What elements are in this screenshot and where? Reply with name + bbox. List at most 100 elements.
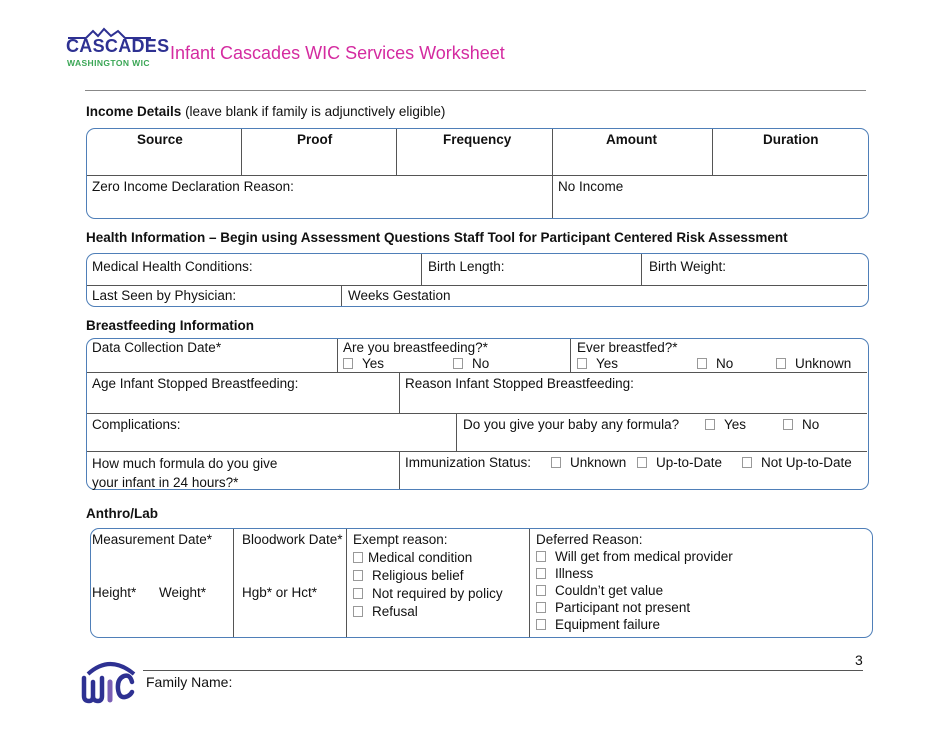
deferred-illness[interactable]: Illness	[536, 566, 593, 582]
checkbox-icon[interactable]	[637, 457, 647, 468]
ever-breastfed-label: Ever breastfed?*	[577, 340, 678, 355]
wic-logo	[80, 660, 138, 704]
ever-yes[interactable]: Yes	[577, 356, 618, 372]
checkbox-icon[interactable]	[536, 585, 546, 596]
header-divider	[85, 90, 866, 91]
col-frequency: Frequency	[443, 132, 512, 147]
weeks-gestation-label: Weeks Gestation	[348, 288, 451, 303]
checkbox-icon[interactable]	[705, 419, 715, 430]
option-label: No	[716, 356, 734, 371]
zero-income-label: Zero Income Declaration Reason:	[92, 179, 294, 194]
page-title: Infant Cascades WIC Services Worksheet	[170, 43, 505, 63]
exempt-medical[interactable]: Medical condition	[353, 550, 472, 566]
exempt-not-required[interactable]: Not required by policy	[353, 586, 503, 602]
wic-logo-icon	[81, 662, 136, 704]
hgb-hct-label: Hgb* or Hct*	[242, 585, 318, 600]
are-you-breastfeeding-label: Are you breastfeeding?*	[343, 340, 488, 355]
measurement-date-label: Measurement Date*	[92, 532, 213, 547]
col-duration: Duration	[763, 132, 819, 147]
health-heading: Health Information – Begin using Assessm…	[86, 230, 788, 245]
physician-label: Last Seen by Physician:	[92, 288, 237, 303]
checkbox-icon[interactable]	[353, 570, 363, 581]
reason-stopped-label: Reason Infant Stopped Breastfeeding:	[405, 376, 634, 391]
mountain-icon	[68, 27, 151, 39]
option-label: Up-to-Date	[656, 455, 723, 470]
deferred-equipment-failure[interactable]: Equipment failure	[536, 617, 660, 633]
height-label: Height*	[92, 585, 137, 600]
checkbox-icon[interactable]	[536, 551, 546, 562]
checkbox-icon[interactable]	[551, 457, 561, 468]
checkbox-icon[interactable]	[343, 358, 353, 369]
label-line: your infant in 24 hours?*	[92, 475, 239, 490]
formula-question-text: Do you give your baby any formula?	[463, 417, 680, 432]
exempt-religious[interactable]: Religious belief	[353, 568, 464, 584]
checkbox-icon[interactable]	[536, 568, 546, 579]
option-label: Not Up-to-Date	[761, 455, 852, 470]
health-table: Medical Health Conditions: Birth Length:…	[86, 253, 869, 307]
option-label: Yes	[596, 356, 619, 371]
birth-length-label: Birth Length:	[428, 259, 505, 274]
checkbox-icon[interactable]	[536, 602, 546, 613]
option-label: Medical condition	[368, 550, 473, 565]
income-heading-note: (leave blank if family is adjunctively e…	[185, 104, 446, 119]
option-label: Participant not present	[555, 600, 691, 615]
bloodwork-date-label: Bloodwork Date*	[242, 532, 343, 547]
option-label: No	[472, 356, 490, 371]
checkbox-icon[interactable]	[783, 419, 793, 430]
family-name-line	[143, 670, 863, 671]
ever-unknown[interactable]: Unknown	[776, 356, 851, 372]
formula-no[interactable]: No	[783, 417, 819, 433]
income-heading-title: Income Details	[86, 104, 182, 119]
col-source: Source	[137, 132, 183, 147]
deferred-not-present[interactable]: Participant not present	[536, 600, 690, 616]
weight-label: Weight*	[159, 585, 207, 600]
immunization-not-up-to-date[interactable]: Not Up-to-Date	[742, 455, 852, 471]
option-label: No	[802, 417, 820, 432]
immunization-label: Immunization Status:	[405, 455, 532, 470]
formula-yes[interactable]: Yes	[705, 417, 746, 433]
exempt-refusal[interactable]: Refusal	[353, 604, 418, 620]
col-proof: Proof	[297, 132, 333, 147]
anthro-table: Measurement Date* Height* Weight* Bloodw…	[90, 528, 873, 638]
deferred-medical-provider[interactable]: Will get from medical provider	[536, 549, 733, 565]
data-collection-date-label: Data Collection Date*	[92, 340, 222, 355]
checkbox-icon[interactable]	[697, 358, 707, 369]
logo-main-text: CASCADES	[66, 36, 170, 56]
option-label: Yes	[362, 356, 385, 371]
breastfeeding-table: Data Collection Date* Are you breastfeed…	[86, 338, 869, 490]
exempt-reason-label: Exempt reason:	[353, 532, 448, 547]
immunization-unknown[interactable]: Unknown	[551, 455, 626, 471]
option-label: Unknown	[570, 455, 627, 470]
how-much-formula-label: How much formula do you give your infant …	[92, 454, 277, 492]
page-number: 3	[855, 652, 863, 668]
deferred-reason-label: Deferred Reason:	[536, 532, 643, 547]
checkbox-icon[interactable]	[353, 552, 363, 563]
option-label: Will get from medical provider	[555, 549, 733, 564]
checkbox-icon[interactable]	[577, 358, 587, 369]
label-line: How much formula do you give	[92, 456, 278, 471]
checkbox-icon[interactable]	[536, 619, 546, 630]
breastfeeding-no[interactable]: No	[453, 356, 489, 372]
option-label: Religious belief	[372, 568, 464, 583]
anthro-heading: Anthro/Lab	[86, 506, 158, 521]
deferred-couldnt-get[interactable]: Couldn’t get value	[536, 583, 663, 599]
checkbox-icon[interactable]	[453, 358, 463, 369]
checkbox-icon[interactable]	[353, 588, 363, 599]
ever-no[interactable]: No	[697, 356, 733, 372]
breastfeeding-yes[interactable]: Yes	[343, 356, 384, 372]
complications-label: Complications:	[92, 417, 181, 432]
income-heading: Income Details (leave blank if family is…	[86, 104, 445, 120]
checkbox-icon[interactable]	[353, 606, 363, 617]
logo-sub-text: WASHINGTON WIC	[67, 58, 150, 68]
formula-question: Do you give your baby any formula?	[463, 417, 679, 433]
checkbox-icon[interactable]	[776, 358, 786, 369]
col-amount: Amount	[606, 132, 657, 147]
checkbox-icon[interactable]	[742, 457, 752, 468]
cascades-logo: CASCADES WASHINGTON WIC	[66, 26, 169, 72]
no-income-label: No Income	[558, 179, 624, 194]
option-label: Couldn’t get value	[555, 583, 664, 598]
breastfeeding-heading: Breastfeeding Information	[86, 318, 255, 333]
family-name-label: Family Name:	[146, 674, 233, 690]
immunization-up-to-date[interactable]: Up-to-Date	[637, 455, 722, 471]
age-stopped-label: Age Infant Stopped Breastfeeding:	[92, 376, 299, 391]
